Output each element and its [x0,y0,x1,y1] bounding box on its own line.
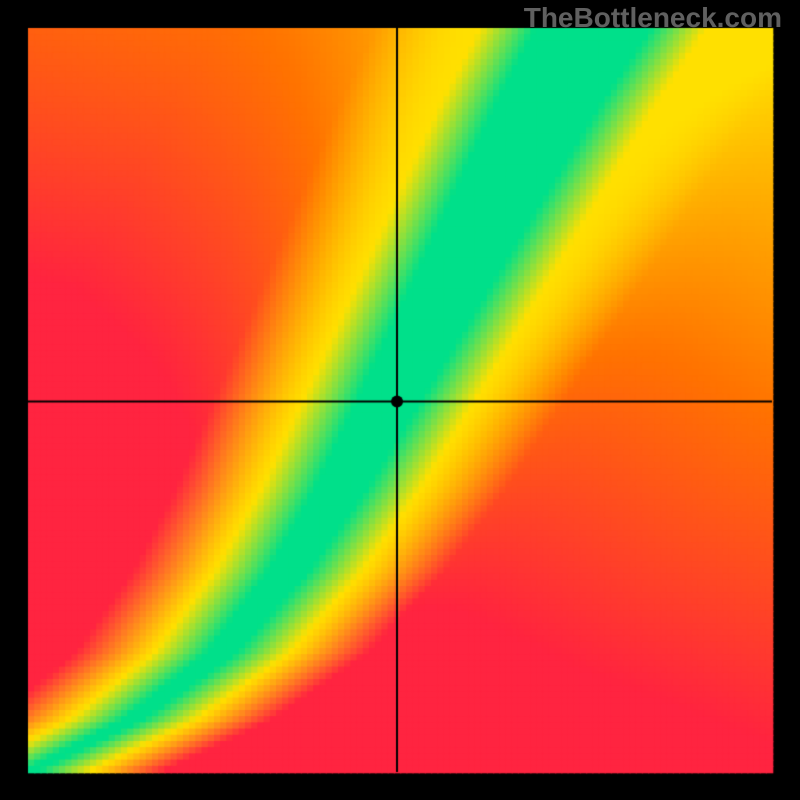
bottleneck-heatmap-canvas [0,0,800,800]
chart-stage: TheBottleneck.com [0,0,800,800]
watermark-text: TheBottleneck.com [524,2,782,34]
